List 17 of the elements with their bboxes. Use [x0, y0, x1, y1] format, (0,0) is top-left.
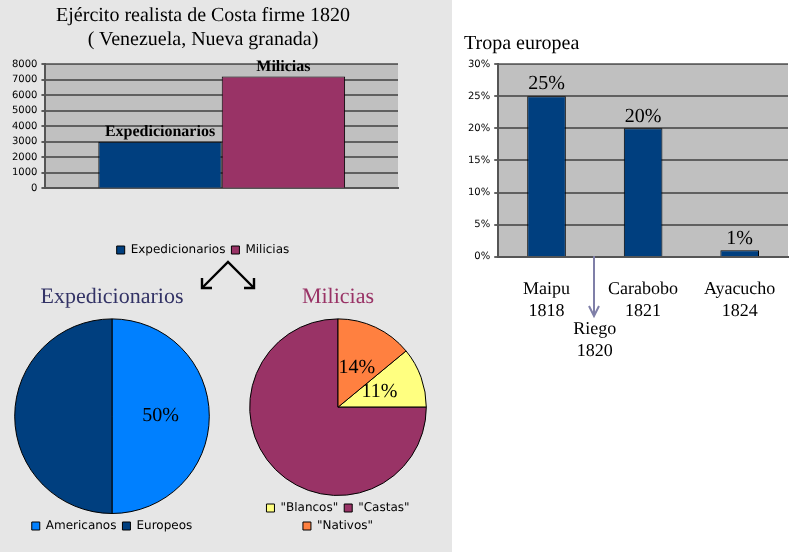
chart-title: Tropa europea: [464, 33, 581, 56]
data-label: 20%: [624, 105, 662, 128]
data-label: 1%: [726, 227, 754, 250]
x-tick-label: Maipu 1818: [523, 278, 572, 320]
x-tick-label: Carabobo 1821: [608, 278, 680, 320]
data-label: 25%: [528, 73, 565, 96]
chart-title: Milicias: [301, 284, 375, 309]
data-label: 14%: [338, 356, 376, 379]
chart-title: Ejército realista de Costa firme 1820: [56, 5, 350, 28]
data-label: 50%: [142, 405, 179, 428]
data-label: 11%: [361, 381, 398, 404]
text: Expedicionarios: [104, 121, 216, 140]
text: Riego 1820: [571, 318, 619, 363]
text: Milicias: [256, 56, 311, 75]
x-tick-label: Ayacucho 1824: [704, 278, 777, 320]
chart-title: Expedicionarios: [40, 284, 184, 309]
chart-subtitle: ( Venezuela, Nueva granada): [87, 29, 319, 52]
